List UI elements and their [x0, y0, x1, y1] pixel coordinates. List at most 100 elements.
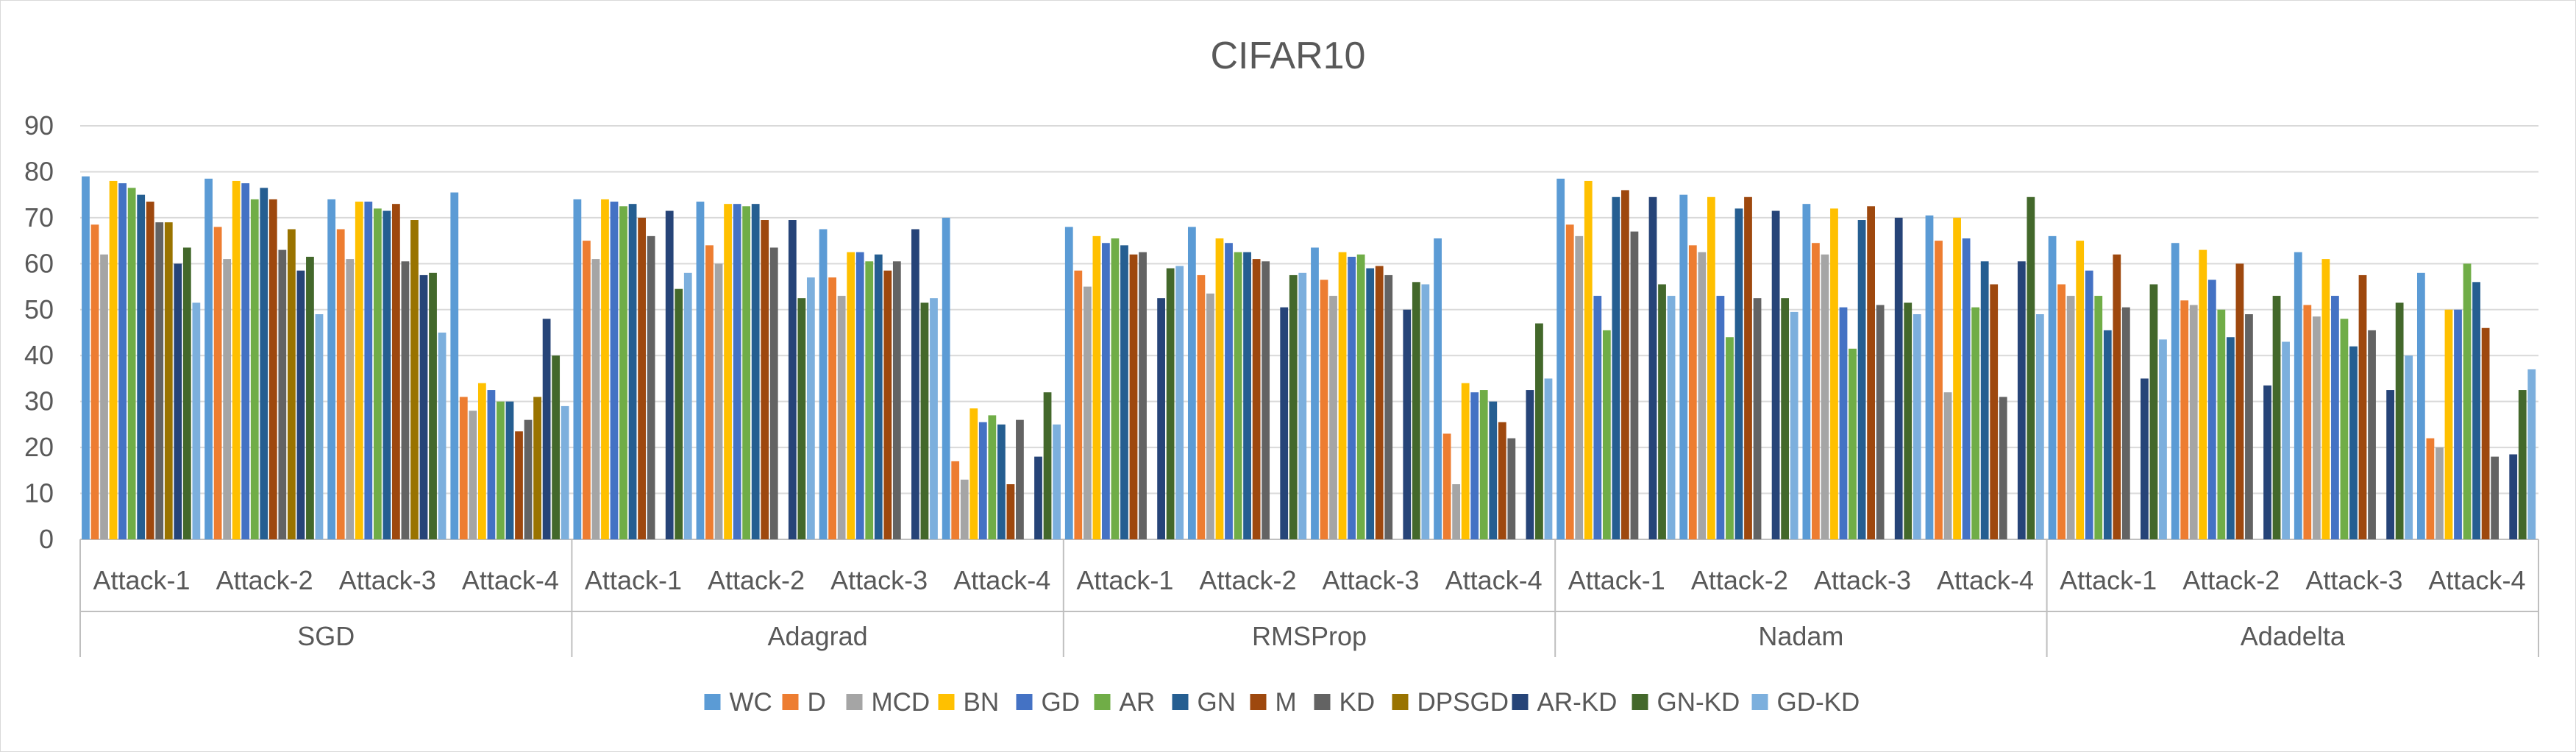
bar-gd-kd [2035, 314, 2044, 539]
bar-dpsgd [287, 229, 296, 539]
bar-d [951, 461, 960, 539]
bar-mcd [100, 254, 108, 539]
bar-ar-kd [296, 270, 305, 539]
bar-wc [327, 199, 336, 539]
bar-gd [241, 183, 250, 540]
legend-swatch-gn [1172, 694, 1189, 710]
bar-gn [1366, 268, 1375, 539]
bar-gd-kd [438, 333, 446, 539]
bar-wc [573, 199, 582, 539]
bar-gd-kd [2159, 339, 2167, 539]
legend-label-wc: WC [730, 688, 772, 717]
bar-gn-kd [2027, 196, 2035, 539]
bar-gd-kd [192, 302, 201, 539]
bar-gn-kd [920, 302, 929, 539]
legend-swatch-mcd [846, 694, 863, 710]
bar-m [268, 199, 277, 539]
bar-kd [2491, 456, 2499, 539]
group-label: Adagrad [768, 621, 868, 651]
bar-bn [477, 383, 486, 539]
bar-m [638, 217, 646, 539]
bar-ar-kd [542, 319, 551, 539]
bar-kd [1876, 305, 1885, 539]
bar-bn [1338, 252, 1347, 539]
bar-gn-kd [429, 272, 437, 539]
bar-mcd [2189, 305, 2198, 539]
x-tick-label: Attack-1 [2060, 565, 2157, 595]
y-tick-label: 70 [24, 202, 54, 233]
bar-gn [1734, 208, 1743, 539]
x-tick-label: Attack-1 [93, 565, 191, 595]
bar-d [2180, 300, 2189, 539]
bar-gd-kd [1544, 378, 1553, 539]
bar-gd-kd [1298, 272, 1307, 539]
bar-kd [2121, 307, 2130, 539]
bar-m [515, 431, 523, 539]
bar-gd-kd [930, 298, 938, 539]
bar-ar [1971, 307, 1980, 539]
bar-gd [2454, 309, 2462, 539]
x-tick-label: Attack-3 [830, 565, 928, 595]
bar-dpsgd [410, 220, 419, 539]
bar-gd [1839, 307, 1848, 539]
bar-gd [118, 183, 127, 540]
x-tick-label: Attack-1 [585, 565, 682, 595]
bar-m [761, 220, 769, 539]
bar-wc [696, 202, 705, 539]
bar-ar-kd [665, 210, 674, 539]
bar-ar-kd [2263, 385, 2271, 539]
bar-mcd [1329, 296, 1337, 539]
bar-gd [733, 204, 741, 539]
legend-label-m: M [1275, 688, 1297, 717]
bar-mcd [960, 479, 969, 539]
bar-gd-kd [561, 405, 569, 539]
bar-bn [2199, 249, 2207, 539]
bar-wc [819, 229, 828, 539]
bar-m [146, 202, 154, 539]
bar-mcd [1575, 235, 1584, 539]
bar-ar-kd [419, 274, 428, 539]
bar-kd [524, 419, 533, 539]
bar-gn-kd [1289, 274, 1298, 539]
bar-wc [1925, 215, 1934, 539]
bar-wc [2048, 235, 2057, 539]
bar-gn [1120, 245, 1128, 539]
bar-d [1688, 245, 1697, 539]
y-tick-label: 40 [24, 340, 54, 370]
bar-m [2481, 327, 2490, 539]
bar-ar [865, 261, 874, 539]
bar-d [90, 224, 99, 539]
bar-m [2235, 263, 2244, 539]
bar-gn-kd [1904, 302, 1913, 539]
bar-bn [1215, 238, 1224, 539]
bar-gn [1243, 252, 1251, 539]
y-tick-label: 0 [39, 524, 54, 554]
bar-d [1320, 280, 1328, 539]
bar-m [2358, 274, 2367, 539]
bar-gd [487, 390, 496, 539]
bar-ar-kd [1034, 456, 1042, 539]
bar-m [1990, 284, 1999, 539]
bar-gd [2331, 296, 2339, 539]
bar-ar [742, 206, 751, 539]
bar-ar [2463, 263, 2472, 539]
legend-swatch-dpsgd [1392, 694, 1409, 710]
bar-gd [610, 202, 619, 539]
bar-kd [1507, 438, 1516, 539]
bar-gn-kd [1781, 298, 1790, 539]
bar-ar-kd [2509, 454, 2518, 539]
bar-gn [137, 194, 146, 539]
bar-kd [769, 247, 778, 539]
bar-kd [401, 261, 410, 539]
bar-m [1252, 259, 1261, 539]
legend-swatch-ar [1094, 694, 1111, 710]
x-tick-label: Attack-2 [216, 565, 313, 595]
bar-gn [1857, 220, 1866, 539]
x-tick-label: Attack-3 [1814, 565, 1911, 595]
bar-ar [1602, 330, 1611, 539]
x-tick-label: Attack-4 [953, 565, 1050, 595]
bar-gn [505, 401, 514, 539]
bar-gd [1593, 296, 1602, 539]
legend-label-ar: AR [1120, 688, 1156, 717]
bar-kd [1999, 397, 2007, 539]
